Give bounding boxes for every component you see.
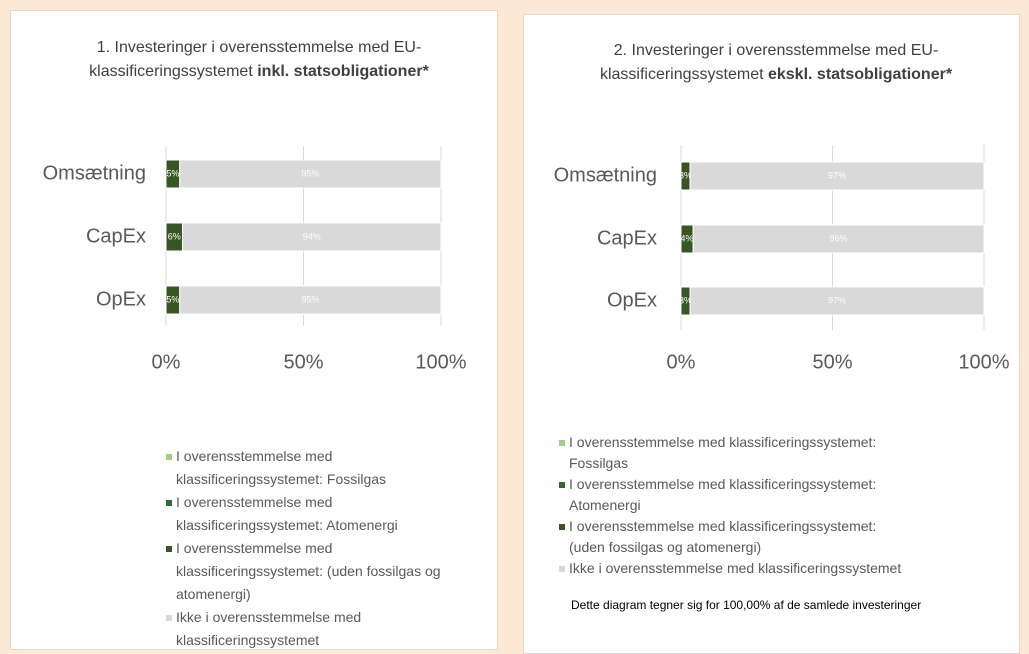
legend-label: Ikke i overensstemmelse med klassificeri… — [176, 609, 362, 648]
title-emphasis: ekskl. statsobligationer* — [767, 66, 953, 83]
y-tick-label: CapEx — [86, 225, 146, 247]
y-tick-label: CapEx — [597, 227, 657, 249]
data-label: 94% — [303, 231, 321, 241]
chart-panel: 0%50%100%Omsætning0%0%3%97%CapEx0%0%4%96… — [523, 14, 1020, 654]
data-label: 4% — [681, 233, 694, 243]
y-tick-label: OpEx — [607, 289, 657, 311]
y-tick-label: Omsætning — [554, 164, 657, 186]
title-text: 2. Investeringer i overensstemmelse med … — [599, 42, 939, 83]
data-label: 3% — [679, 170, 692, 180]
data-label: 6% — [168, 231, 181, 241]
legend-swatch — [559, 523, 565, 530]
legend-item: Ikke i overensstemmelse med klassificeri… — [166, 606, 476, 652]
data-label: 5% — [166, 168, 179, 178]
legend: I overensstemmelse med klassificeringssy… — [559, 432, 904, 579]
data-label: 95% — [301, 294, 319, 304]
chart-title: 1. Investeringer i overensstemmelse med … — [79, 36, 439, 84]
legend-item: Ikke i overensstemmelse med klassificeri… — [559, 558, 904, 579]
y-tick-label: Omsætning — [43, 162, 146, 184]
chart: 0%50%100%Omsætning0%0%5%95%CapEx0%0%6%94… — [43, 146, 467, 373]
legend-swatch — [559, 565, 565, 572]
legend-label: I overensstemmelse med klassificeringssy… — [176, 448, 387, 487]
data-label: 97% — [828, 295, 846, 305]
x-tick-label: 0% — [667, 351, 696, 373]
x-tick-label: 100% — [958, 351, 1009, 373]
data-label: 95% — [301, 168, 319, 178]
legend-item: I overensstemmelse med klassificeringssy… — [166, 537, 476, 606]
legend-label: I overensstemmelse med klassificeringssy… — [569, 476, 877, 513]
legend-item: I overensstemmelse med klassificeringssy… — [166, 491, 476, 537]
page: 0%50%100%Omsætning0%0%5%95%CapEx0%0%6%94… — [10, 10, 1020, 654]
legend-label: Ikke i overensstemmelse med klassificeri… — [569, 560, 902, 576]
y-tick-label: OpEx — [96, 288, 146, 310]
legend: I overensstemmelse med klassificeringssy… — [166, 445, 476, 652]
legend-item: I overensstemmelse med klassificeringssy… — [559, 432, 904, 474]
title-text: 1. Investeringer i overensstemmelse med … — [89, 39, 422, 80]
chart: 0%50%100%Omsætning0%0%3%97%CapEx0%0%4%96… — [554, 145, 1010, 373]
title-emphasis: inkl. statsobligationer* — [257, 63, 429, 80]
chart-panel: 0%50%100%Omsætning0%0%5%95%CapEx0%0%6%94… — [10, 10, 498, 650]
x-tick-label: 50% — [283, 351, 323, 373]
legend-item: I overensstemmelse med klassificeringssy… — [166, 445, 476, 491]
legend-item: I overensstemmelse med klassificeringssy… — [559, 474, 904, 516]
legend-label: I overensstemmelse med klassificeringssy… — [569, 434, 877, 471]
legend-swatch — [166, 545, 172, 552]
legend-swatch — [166, 614, 172, 621]
legend-swatch — [166, 453, 172, 460]
legend-swatch — [166, 499, 172, 506]
legend-label: I overensstemmelse med klassificeringssy… — [176, 494, 398, 533]
x-tick-label: 0% — [152, 351, 181, 373]
bar-segment — [689, 161, 985, 191]
data-label: 96% — [830, 233, 848, 243]
x-tick-label: 100% — [415, 351, 466, 373]
data-label: 97% — [828, 170, 846, 180]
bar-segment — [692, 224, 985, 254]
legend-swatch — [559, 439, 565, 446]
legend-label: I overensstemmelse med klassificeringssy… — [569, 518, 877, 555]
footnote: Dette diagram tegner sig for 100,00% af … — [571, 598, 922, 612]
data-label: 3% — [679, 295, 692, 305]
bar-segment — [179, 285, 442, 315]
legend-item: I overensstemmelse med klassificeringssy… — [559, 516, 904, 558]
bar-segment — [182, 222, 442, 252]
bar-segment — [689, 286, 985, 316]
data-label: 5% — [166, 294, 179, 304]
x-tick-label: 50% — [812, 351, 852, 373]
bar-segment — [179, 159, 442, 189]
legend-swatch — [559, 481, 565, 488]
legend-label: I overensstemmelse med klassificeringssy… — [176, 540, 441, 602]
chart-title: 2. Investeringer i overensstemmelse med … — [586, 39, 966, 87]
